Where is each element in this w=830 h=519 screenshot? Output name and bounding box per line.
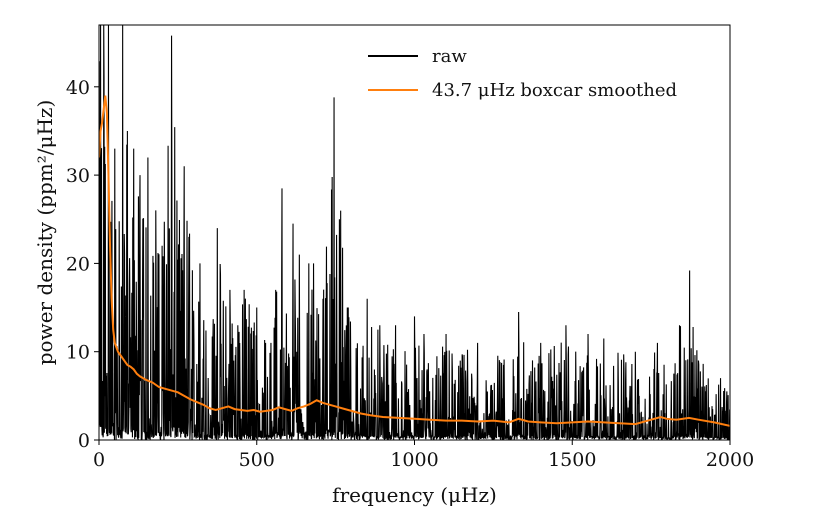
plot-area (99, 25, 730, 440)
y-tick-label: 40 (66, 77, 90, 99)
x-tick-label: 0 (93, 449, 105, 471)
x-tick-label: 2000 (706, 449, 754, 471)
y-tick-label: 10 (66, 342, 90, 364)
legend: raw 43.7 μHz boxcar smoothed (368, 46, 677, 101)
x-tick-label: 1500 (548, 449, 596, 471)
series-line-smoothed (99, 95, 730, 427)
x-tick-label: 500 (239, 449, 275, 471)
y-tick-label: 0 (78, 430, 90, 452)
x-axis-title: frequency (μHz) (332, 483, 497, 507)
y-tick-label: 20 (66, 253, 90, 275)
y-tick-label: 30 (66, 165, 90, 187)
legend-label-raw: raw (432, 46, 467, 67)
y-axis-title: power density (ppm²/μHz) (33, 100, 57, 366)
legend-label-smoothed: 43.7 μHz boxcar smoothed (432, 80, 677, 101)
series-line-raw (99, 25, 730, 440)
axis-ticks: 0 500 1000 1500 2000 0 10 20 30 40 (66, 77, 754, 471)
x-tick-label: 1000 (390, 449, 438, 471)
